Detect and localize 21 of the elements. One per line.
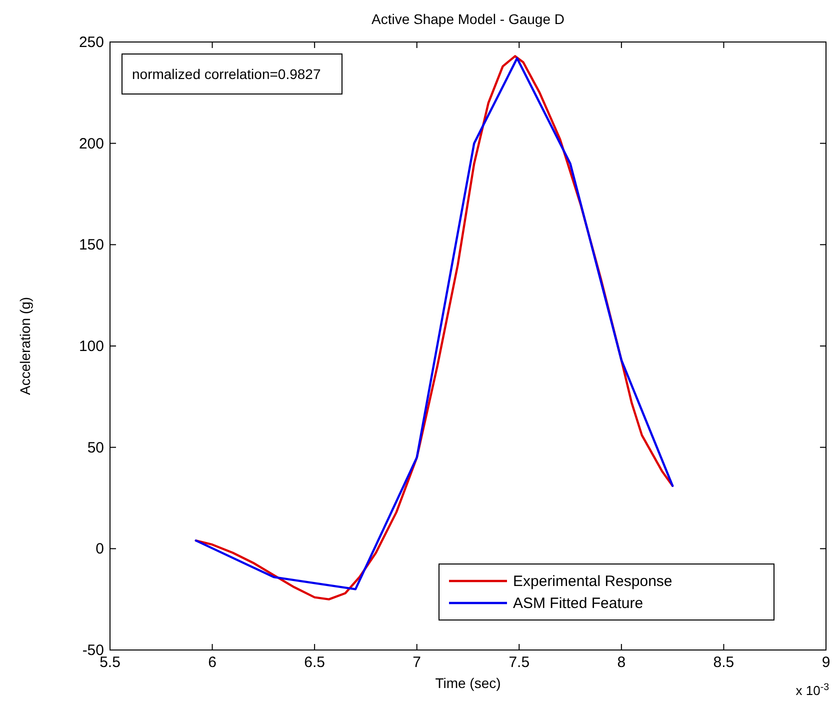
x-tick-label: 8.5	[713, 654, 734, 671]
y-tick-label: 50	[87, 439, 104, 456]
y-axis-title: Acceleration (g)	[17, 296, 33, 396]
legend-label: Experimental Response	[513, 573, 672, 590]
x-axis-title: Time (sec)	[435, 675, 501, 691]
x-tick-label: 6	[208, 654, 216, 671]
chart-title: Active Shape Model - Gauge D	[372, 11, 564, 27]
x-tick-label: 6.5	[304, 654, 325, 671]
x-tick-label: 9	[822, 654, 830, 671]
y-tick-label: 200	[78, 135, 104, 152]
x-tick-label: 5.5	[100, 654, 120, 671]
y-tick-label: 0	[96, 540, 104, 558]
x-tick-label: 7.5	[508, 654, 530, 671]
text: x 10$^{-3}$	[796, 682, 829, 698]
x-tick-label: 7	[412, 654, 422, 671]
annotation: normalized correlation=0.9827	[132, 66, 321, 82]
legend-label: ASM Fitted Feature	[513, 595, 644, 612]
y-tick-label: 150	[78, 236, 104, 254]
y-tick-label: 250	[78, 34, 104, 51]
x-tick-label: 8	[617, 654, 626, 671]
y-tick-label: 100	[78, 338, 104, 355]
